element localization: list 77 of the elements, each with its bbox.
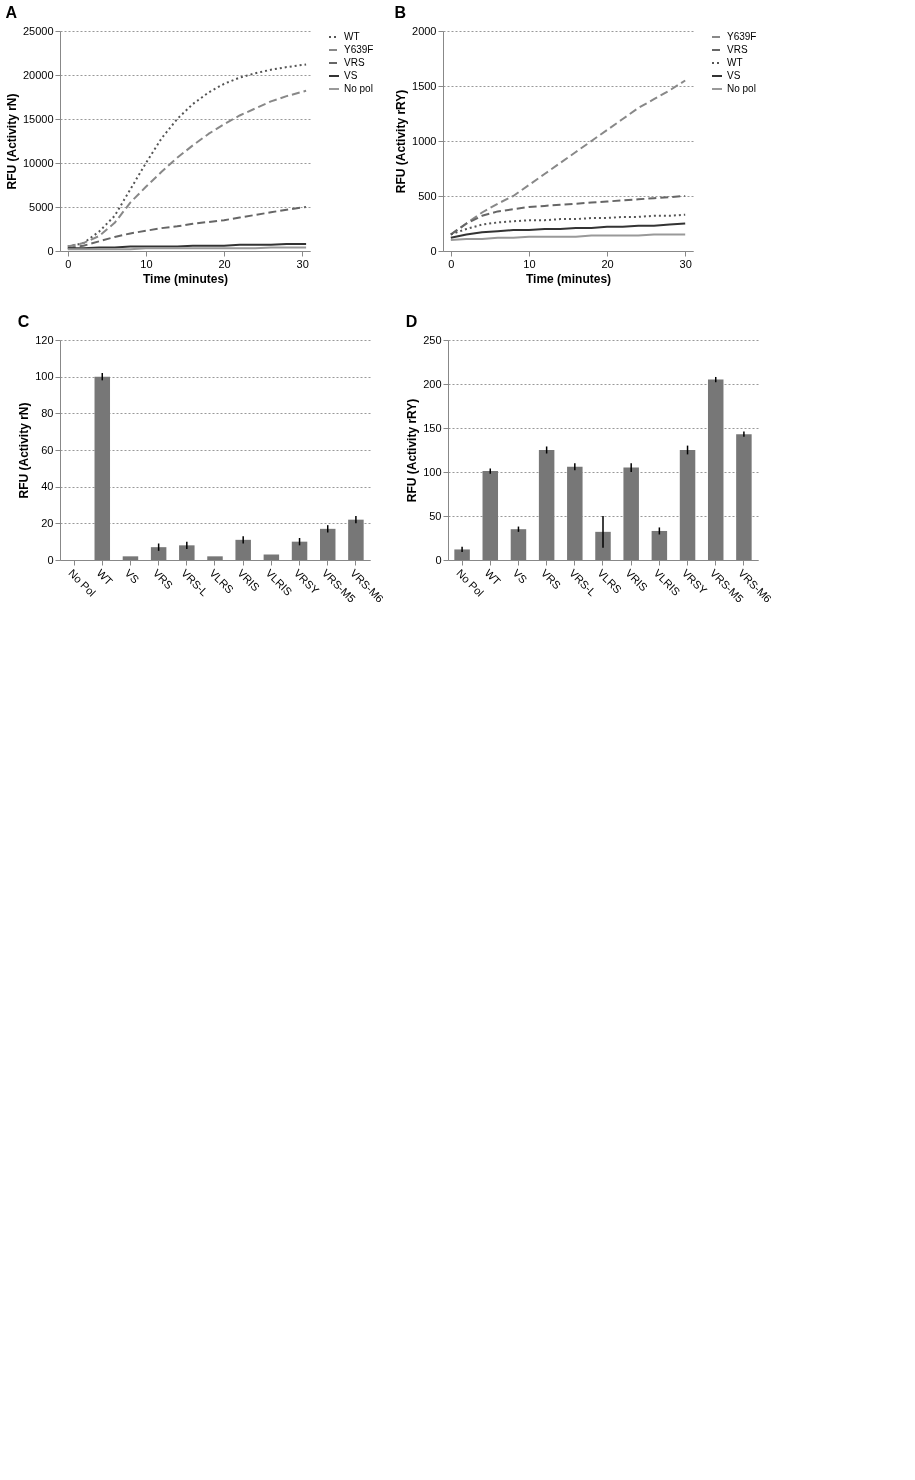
bar [679, 450, 696, 560]
bar [179, 545, 195, 560]
x-tick-label: 30 [679, 257, 692, 270]
legend-label: VS [727, 70, 741, 81]
legend-label: WT [344, 31, 360, 42]
y-tick-label: 10000 [22, 156, 54, 169]
bar [454, 549, 470, 560]
bar [94, 376, 111, 560]
legend-label: Y639F [727, 31, 757, 42]
y-tick-label: 100 [423, 465, 442, 478]
bar [538, 450, 555, 560]
legend-label: No pol [727, 83, 756, 94]
y-tick-label: 15000 [22, 112, 54, 125]
y-tick-label: 250 [423, 333, 442, 346]
legend-label: No pol [344, 83, 373, 94]
y-axis-title: RFU (Activity rN) [17, 402, 32, 499]
x-axis-title: Time (minutes) [525, 271, 612, 286]
bar [150, 547, 167, 560]
bar [291, 541, 308, 560]
y-axis-title: RFU (Activity rRY) [405, 398, 420, 503]
legend-label: VRS [727, 44, 748, 55]
x-tick-label: VS [510, 566, 530, 586]
y-tick-label: 1000 [412, 134, 437, 147]
bar [482, 471, 499, 560]
line-series [449, 222, 687, 239]
bar [235, 539, 251, 560]
bar [623, 467, 639, 560]
y-tick-label: 150 [423, 421, 442, 434]
y-tick-label: 0 [47, 244, 54, 257]
bar [707, 379, 724, 560]
y-tick-label: 5000 [29, 200, 54, 213]
chart-title: D [405, 313, 418, 330]
y-tick-label: 200 [423, 377, 442, 390]
x-tick-label: 10 [140, 257, 153, 270]
y-tick-label: 500 [418, 189, 437, 202]
y-tick-label: 2000 [412, 24, 437, 37]
x-axis-title: Time (minutes) [142, 271, 229, 286]
y-tick-label: 100 [35, 370, 54, 383]
y-axis-title: RFU (Activity rRY) [394, 89, 409, 194]
y-tick-label: 80 [41, 406, 54, 419]
y-tick-label: 20 [41, 516, 54, 529]
chart-title: B [394, 4, 407, 21]
y-tick-label: 1500 [412, 79, 437, 92]
legend-label: VS [344, 70, 358, 81]
bar [736, 434, 752, 560]
x-tick-label: 20 [601, 257, 614, 270]
bar [207, 556, 223, 560]
y-tick-label: 60 [41, 443, 54, 456]
chart-title: A [5, 4, 18, 21]
x-tick-label: 0 [65, 257, 72, 270]
bar [595, 531, 611, 560]
y-tick-label: 40 [41, 480, 54, 493]
legend-label: Y639F [344, 44, 374, 55]
y-tick-label: 0 [435, 553, 442, 566]
bar [510, 529, 527, 560]
y-tick-label: 0 [47, 553, 54, 566]
bar [122, 556, 139, 560]
y-tick-label: 0 [430, 244, 437, 257]
bar [567, 466, 583, 560]
x-tick-label: 0 [448, 257, 455, 270]
bar [348, 519, 364, 560]
x-tick-label: VS [122, 566, 142, 586]
legend-label: VRS [344, 57, 365, 68]
y-tick-label: 25000 [22, 24, 54, 37]
y-tick-label: 20000 [22, 68, 54, 81]
legend-label: WT [727, 57, 743, 68]
line-series [449, 195, 687, 236]
bar [319, 528, 336, 560]
y-axis-title: RFU (Activity rN) [4, 93, 19, 190]
line-series [449, 213, 687, 236]
y-tick-label: 120 [35, 333, 54, 346]
bar [651, 530, 668, 560]
x-tick-label: 20 [218, 257, 231, 270]
chart-title: C [17, 313, 30, 330]
x-tick-label: 10 [523, 257, 536, 270]
x-tick-label: 30 [296, 257, 309, 270]
y-tick-label: 50 [429, 509, 442, 522]
